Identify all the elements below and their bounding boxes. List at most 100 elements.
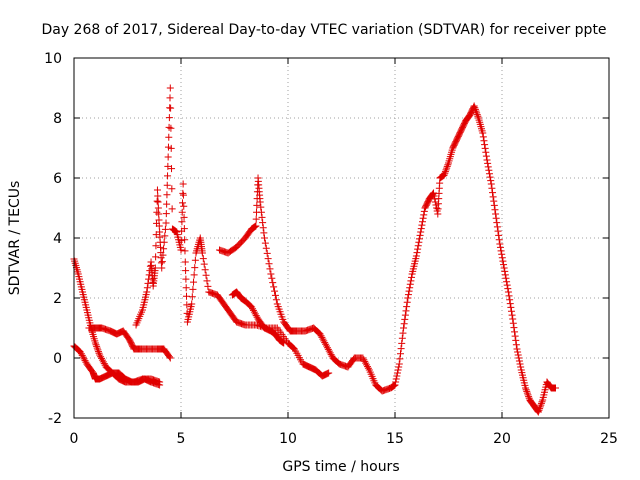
data-point: [496, 240, 504, 248]
data-point: [431, 198, 439, 206]
data-point: [161, 232, 169, 240]
data-point: [511, 332, 519, 340]
data-point: [177, 246, 185, 254]
data-points: [70, 84, 559, 416]
data-point: [166, 94, 174, 102]
data-point: [191, 256, 199, 264]
data-point: [413, 249, 421, 257]
data-point: [166, 84, 174, 92]
data-point: [440, 171, 448, 179]
data-point: [165, 133, 173, 141]
data-point: [167, 124, 175, 132]
data-point: [499, 257, 507, 265]
data-point: [485, 166, 493, 174]
data-point: [158, 264, 166, 272]
data-point: [500, 264, 508, 272]
data-point: [510, 324, 518, 332]
data-point: [406, 284, 414, 292]
data-point: [404, 291, 412, 299]
data-point: [401, 315, 409, 323]
data-point: [177, 237, 185, 245]
data-point: [280, 339, 288, 347]
x-tick-label: 0: [70, 431, 79, 447]
data-point: [163, 181, 171, 189]
data-point: [253, 201, 261, 209]
data-point: [489, 193, 497, 201]
data-point: [199, 255, 207, 263]
data-point: [264, 255, 272, 263]
data-point: [524, 391, 532, 399]
data-point: [261, 239, 269, 247]
y-tick-label: 8: [53, 111, 62, 127]
data-point: [181, 258, 189, 266]
data-point: [364, 364, 372, 372]
data-point: [396, 355, 404, 363]
data-point: [155, 216, 163, 224]
data-point: [523, 387, 531, 395]
data-point: [153, 197, 161, 205]
data-point: [441, 168, 449, 176]
data-point: [151, 264, 159, 272]
data-point: [163, 191, 171, 199]
data-point: [93, 344, 101, 352]
x-axis-title: GPS time / hours: [282, 459, 399, 475]
data-point: [405, 287, 413, 295]
data-point: [168, 185, 176, 193]
data-point: [402, 307, 410, 315]
data-point: [162, 219, 170, 227]
series-arc-2: [70, 255, 164, 386]
data-point: [259, 224, 267, 232]
data-point: [152, 242, 160, 250]
data-point: [178, 208, 186, 216]
x-tick-label: 25: [600, 431, 618, 447]
data-point: [143, 284, 151, 292]
data-point: [493, 223, 501, 231]
data-point: [490, 197, 498, 205]
data-point: [481, 141, 489, 149]
data-point: [512, 336, 520, 344]
data-point: [514, 351, 522, 359]
data-point: [506, 296, 514, 304]
data-point: [400, 324, 408, 332]
data-point: [479, 129, 487, 137]
data-point: [258, 213, 266, 221]
data-point: [414, 245, 422, 253]
data-point: [168, 205, 176, 213]
data-point: [552, 384, 559, 392]
data-point: [164, 172, 172, 180]
data-point: [471, 105, 479, 113]
data-point: [482, 148, 490, 156]
data-point: [419, 214, 427, 222]
data-point: [155, 210, 163, 218]
data-point: [165, 114, 173, 122]
data-point: [201, 266, 209, 274]
data-point: [482, 152, 490, 160]
data-point: [272, 296, 280, 304]
data-point: [443, 164, 451, 172]
data-point: [401, 311, 409, 319]
data-point: [503, 278, 511, 286]
data-point: [473, 109, 481, 117]
data-point: [262, 244, 270, 252]
data-point: [91, 339, 99, 347]
data-point: [513, 345, 521, 353]
data-point: [498, 250, 506, 258]
data-point: [267, 270, 275, 278]
data-point: [486, 173, 494, 181]
data-point: [392, 378, 400, 386]
data-point: [415, 238, 423, 246]
data-point: [495, 231, 503, 239]
data-point: [183, 301, 191, 309]
data-point: [182, 267, 190, 275]
data-point: [404, 294, 412, 302]
data-point: [257, 208, 265, 216]
data-point: [492, 214, 500, 222]
data-point: [398, 339, 406, 347]
data-point: [164, 162, 172, 170]
x-tick-label: 10: [279, 431, 297, 447]
data-point: [538, 398, 546, 406]
data-point: [397, 350, 405, 358]
data-point: [271, 287, 279, 295]
y-tick-label: -2: [48, 411, 62, 427]
data-point: [400, 320, 408, 328]
